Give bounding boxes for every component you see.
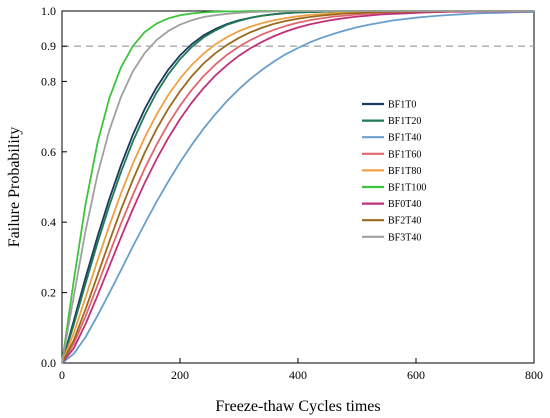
legend-label-bf1t40: BF1T40 xyxy=(388,133,421,144)
y-tick-label: 0.4 xyxy=(41,215,56,229)
x-tick-label: 600 xyxy=(407,368,425,382)
x-tick-label: 200 xyxy=(171,368,189,382)
series-line-bf3t40 xyxy=(61,10,534,364)
x-axis-label: Freeze-thaw Cycles times xyxy=(215,398,380,415)
x-tick-label: 0 xyxy=(59,368,65,382)
y-tick-label: 1.0 xyxy=(41,4,56,18)
x-tick-label: 400 xyxy=(289,368,307,382)
axes: 0 200 400 600 800 0.0 0.2 0.4 0.6 0.8 0.9 1.0 xyxy=(41,4,543,382)
legend: BF1T0 BF1T20 BF1T40 BF1T60 BF1T80 BF1T100 BF0T… xyxy=(362,100,426,243)
legend-label-bf1t20: BF1T20 xyxy=(388,116,421,127)
legend-label-bf1t80: BF1T80 xyxy=(388,166,421,177)
series-line-bf1t40 xyxy=(61,11,534,364)
series-line-bf1t100 xyxy=(61,10,534,364)
series-line-bf1t0 xyxy=(61,10,534,364)
y-tick-label: 0.0 xyxy=(41,356,56,370)
plot-area xyxy=(61,10,535,364)
legend-label-bf1t100: BF1T100 xyxy=(388,183,426,194)
y-axis-label: Failure Probability xyxy=(6,127,23,247)
legend-label-bf0t40: BF0T40 xyxy=(388,199,421,210)
plot-frame xyxy=(61,10,535,364)
series-line-bf0t40 xyxy=(61,10,535,364)
y-tick-label: 0.8 xyxy=(41,74,56,88)
series-line-bf1t20 xyxy=(61,10,534,364)
series-line-bf1t80 xyxy=(61,10,534,364)
y-tick-label: 0.9 xyxy=(41,39,56,53)
series-layer xyxy=(61,10,535,364)
legend-label-bf1t60: BF1T60 xyxy=(388,149,421,160)
y-tick-label: 0.6 xyxy=(41,145,56,159)
x-tick-label: 800 xyxy=(525,368,543,382)
series-line-bf2t40 xyxy=(61,10,534,364)
legend-label-bf2t40: BF2T40 xyxy=(388,216,421,227)
series-line-bf1t60 xyxy=(61,10,534,364)
legend-label-bf3t40: BF3T40 xyxy=(388,232,421,243)
legend-label-bf1t0: BF1T0 xyxy=(388,100,416,111)
y-tick-label: 0.2 xyxy=(41,286,56,300)
